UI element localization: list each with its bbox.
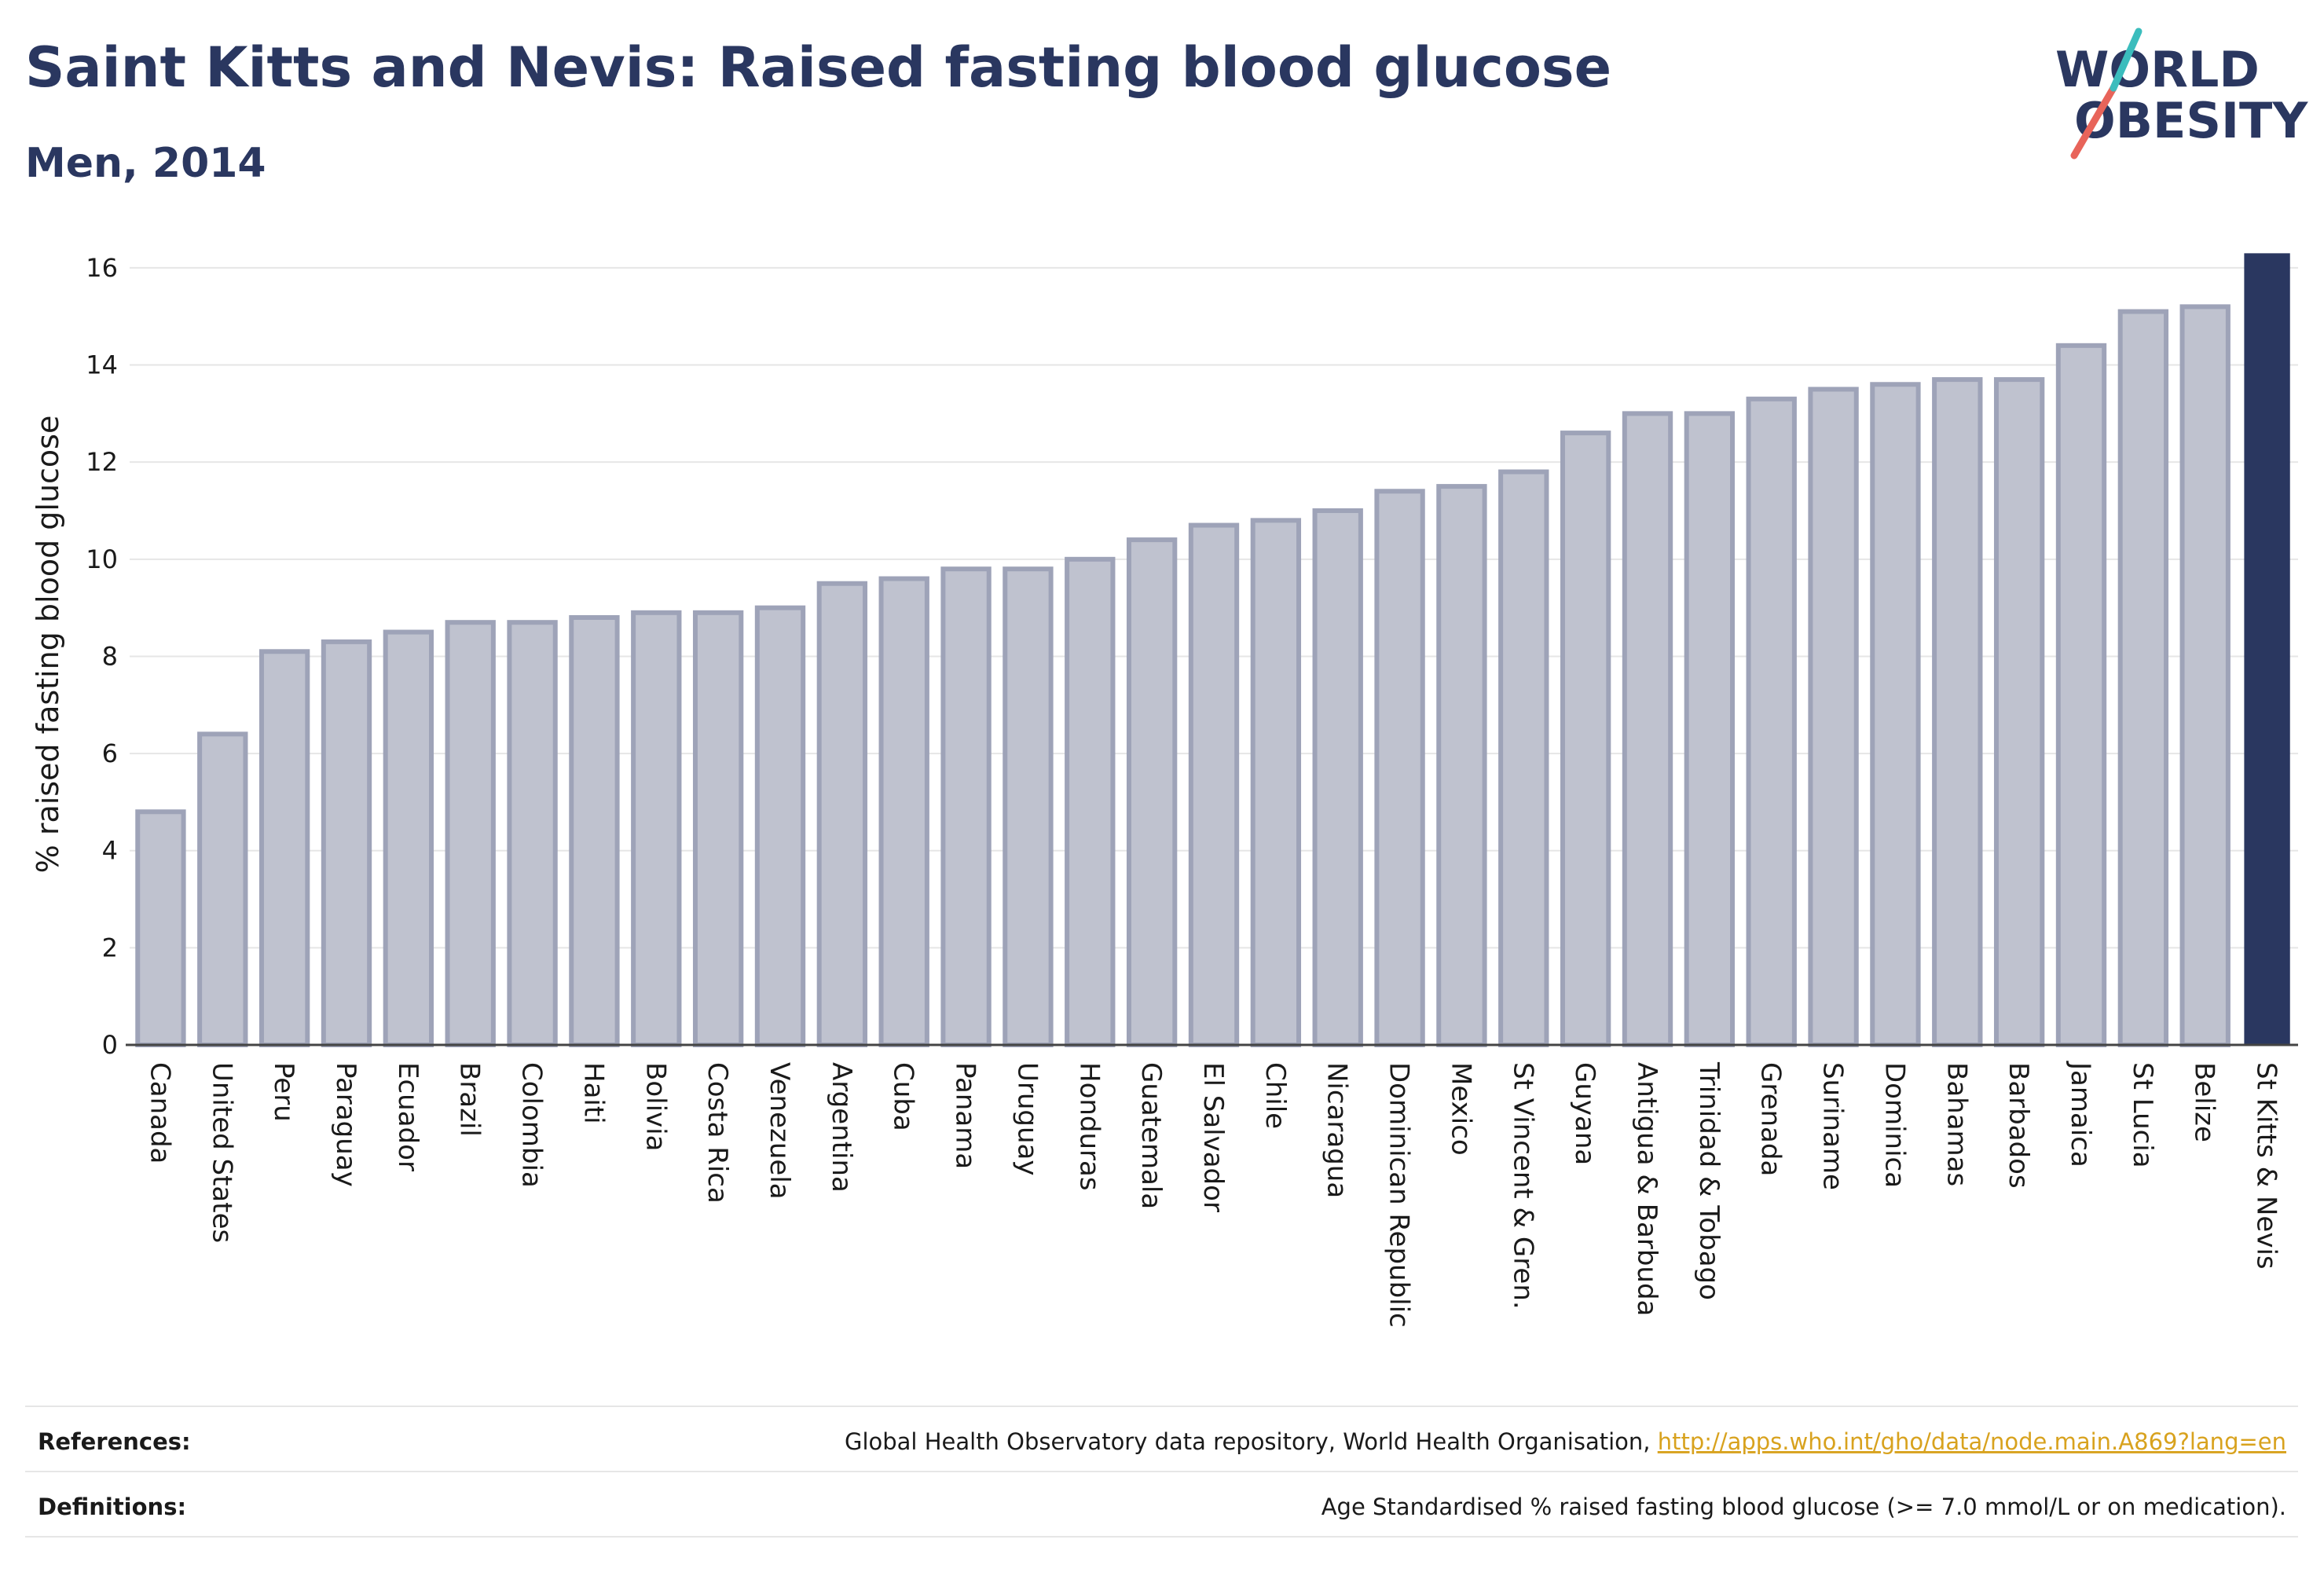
references-text: Global Health Observatory data repositor… xyxy=(845,1428,2286,1455)
x-category-label: Suriname xyxy=(1817,1062,1849,1190)
x-category-label: Ecuador xyxy=(392,1062,423,1171)
bar-trinidad-tobago xyxy=(1684,411,1736,1047)
x-category-label: Cuba xyxy=(888,1062,919,1131)
world-obesity-logo: WORLD OBESITY xyxy=(2055,27,2308,159)
bar-dominican-republic xyxy=(1374,489,1425,1047)
x-category-label: St Kitts & Nevis xyxy=(2251,1062,2282,1270)
bar-costa-rica xyxy=(692,610,744,1047)
bar-colombia xyxy=(507,620,558,1047)
x-category-label: Brazil xyxy=(454,1062,486,1137)
footer: References: Global Health Observatory da… xyxy=(25,1406,2298,1538)
bar-suriname xyxy=(1808,387,1859,1048)
y-tick-label: 14 xyxy=(86,350,118,380)
x-category-label: Dominica xyxy=(1879,1062,1910,1188)
x-category-label: Barbados xyxy=(2003,1062,2034,1189)
logo-slash-lower xyxy=(2070,84,2117,159)
bar-venezuela xyxy=(754,605,806,1047)
x-category-label: Venezuela xyxy=(764,1062,795,1200)
y-tick-label: 6 xyxy=(102,739,118,768)
bars xyxy=(135,253,2290,1048)
bar-el-salvador xyxy=(1188,522,1240,1047)
x-category-label: Chile xyxy=(1259,1062,1291,1129)
bar-nicaragua xyxy=(1312,508,1363,1047)
x-axis-category-labels: Canada United States Peru Paraguay Ecuador Br… xyxy=(144,1061,2282,1328)
x-category-label: Grenada xyxy=(1755,1062,1787,1176)
x-category-label: Haiti xyxy=(577,1062,609,1124)
x-category-label: Panama xyxy=(950,1062,981,1169)
x-category-label: Bolivia xyxy=(640,1062,671,1151)
y-axis-title: % raised fasting blood glucose xyxy=(31,416,65,874)
bar-haiti xyxy=(569,615,620,1047)
x-category-label: Paraguay xyxy=(330,1062,361,1187)
bar-chile xyxy=(1250,518,1302,1047)
x-category-label: Belize xyxy=(2189,1062,2220,1142)
x-category-label: St Vincent & Gren. xyxy=(1507,1062,1538,1310)
bar-brazil xyxy=(445,620,496,1047)
x-category-label: Guyana xyxy=(1569,1062,1600,1165)
bar-ecuador xyxy=(383,629,434,1047)
bar-canada xyxy=(135,809,186,1047)
bar-st-vincent-gren- xyxy=(1498,469,1549,1047)
bar-barbados xyxy=(1993,377,2045,1048)
bar-dominica xyxy=(1870,382,1921,1048)
bar-paraguay xyxy=(321,639,372,1047)
bar-antigua-barbuda xyxy=(1622,411,1673,1047)
x-category-label: Jamaica xyxy=(2065,1061,2096,1167)
references-label: References: xyxy=(38,1428,191,1455)
bar-bolivia xyxy=(631,610,682,1047)
x-category-label: Uruguay xyxy=(1011,1062,1043,1176)
bar-jamaica xyxy=(2055,343,2107,1047)
x-category-label: Dominican Republic xyxy=(1384,1062,1415,1328)
bar-belize xyxy=(2179,304,2231,1047)
chart-subtitle: Men, 2014 xyxy=(25,140,266,187)
y-tick-label: 0 xyxy=(102,1030,118,1060)
bar-peru xyxy=(258,649,310,1047)
y-axis-ticks: 0 2 4 6 8 10 12 14 16 xyxy=(86,253,118,1060)
x-category-label: Colombia xyxy=(516,1062,548,1188)
bar-bahamas xyxy=(1932,377,1983,1048)
y-tick-label: 10 xyxy=(86,544,118,574)
bar-panama xyxy=(940,566,992,1047)
logo-line2: OBESITY xyxy=(2074,92,2308,149)
x-category-label: Nicaragua xyxy=(1321,1062,1353,1198)
bar-argentina xyxy=(816,581,868,1047)
references-link[interactable]: http://apps.who.int/gho/data/node.main.A… xyxy=(1658,1428,2286,1455)
logo-slash-upper xyxy=(2110,27,2143,92)
definitions-label: Definitions: xyxy=(38,1494,186,1520)
bar-st-kitts-nevis xyxy=(2244,253,2290,1045)
y-tick-label: 4 xyxy=(102,836,118,866)
bar-honduras xyxy=(1065,556,1116,1047)
bar-guatemala xyxy=(1126,537,1178,1047)
x-category-label: Bahamas xyxy=(1941,1062,1972,1186)
bar-st-lucia xyxy=(2117,309,2169,1047)
x-category-label: Argentina xyxy=(826,1062,857,1193)
x-category-label: Honduras xyxy=(1073,1062,1105,1191)
x-category-label: Trinidad & Tobago xyxy=(1693,1061,1725,1300)
x-category-label: St Lucia xyxy=(2127,1062,2158,1168)
references-source: Global Health Observatory data repositor… xyxy=(845,1428,1658,1455)
y-tick-label: 16 xyxy=(86,253,118,283)
bar-grenada xyxy=(1746,396,1797,1047)
bar-mexico xyxy=(1436,484,1487,1047)
chart-title: Saint Kitts and Nevis: Raised fasting bl… xyxy=(25,35,1611,100)
y-tick-label: 8 xyxy=(102,641,118,671)
bar-guyana xyxy=(1560,431,1611,1047)
logo-line1: WORLD xyxy=(2055,41,2260,98)
definitions-text: Age Standardised % raised fasting blood … xyxy=(1321,1494,2286,1520)
bar-united-states xyxy=(197,731,248,1047)
y-tick-label: 2 xyxy=(102,933,118,962)
x-category-label: Canada xyxy=(144,1062,175,1164)
x-category-label: Antigua & Barbuda xyxy=(1631,1062,1662,1316)
x-category-label: Mexico xyxy=(1445,1062,1476,1156)
x-category-label: El Salvador xyxy=(1197,1062,1229,1212)
bar-cuba xyxy=(878,576,929,1047)
x-category-label: Costa Rica xyxy=(702,1062,733,1204)
bar-uruguay xyxy=(1003,566,1054,1047)
x-category-label: Guatemala xyxy=(1135,1062,1167,1209)
x-category-label: United States xyxy=(206,1062,237,1243)
y-tick-label: 12 xyxy=(86,447,118,477)
x-category-label: Peru xyxy=(268,1062,299,1122)
